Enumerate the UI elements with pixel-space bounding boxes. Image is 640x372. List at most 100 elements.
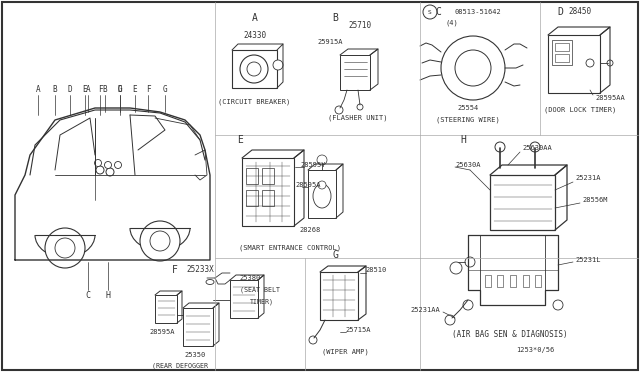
Text: A: A <box>86 86 90 94</box>
Text: (SMART ENTRANCE CONTROL): (SMART ENTRANCE CONTROL) <box>239 245 341 251</box>
Bar <box>523 275 529 287</box>
Text: 28510: 28510 <box>365 267 387 273</box>
Text: A: A <box>36 86 40 94</box>
Circle shape <box>441 36 505 100</box>
Circle shape <box>95 160 102 167</box>
Text: B: B <box>52 86 58 94</box>
Circle shape <box>455 50 491 86</box>
Text: 25554: 25554 <box>458 105 479 111</box>
Bar <box>242 158 294 226</box>
Text: 25231A: 25231A <box>575 175 600 181</box>
Text: 25233X: 25233X <box>186 266 214 275</box>
Text: 25630AA: 25630AA <box>522 145 552 151</box>
Text: 28595Y: 28595Y <box>300 162 326 168</box>
Text: 25380: 25380 <box>239 275 260 281</box>
Circle shape <box>96 166 104 174</box>
Text: G: G <box>163 86 167 94</box>
Circle shape <box>586 59 594 67</box>
Circle shape <box>309 336 317 344</box>
Circle shape <box>450 262 462 274</box>
Text: 28595AA: 28595AA <box>595 95 625 101</box>
Circle shape <box>318 181 326 189</box>
Circle shape <box>607 60 613 66</box>
Text: G: G <box>118 86 122 94</box>
Text: 25231L: 25231L <box>575 257 600 263</box>
Bar <box>555 54 569 62</box>
Text: TIMER): TIMER) <box>250 299 274 305</box>
Ellipse shape <box>313 184 331 208</box>
Text: E: E <box>237 135 243 145</box>
Circle shape <box>445 315 455 325</box>
Text: 28556M: 28556M <box>582 197 607 203</box>
Circle shape <box>104 161 111 169</box>
Text: 25350: 25350 <box>184 352 205 358</box>
Text: (WIPER AMP): (WIPER AMP) <box>322 349 369 355</box>
Bar <box>262 190 274 206</box>
Bar <box>535 275 541 287</box>
Text: 28595A: 28595A <box>149 329 175 335</box>
Text: F: F <box>172 265 178 275</box>
Circle shape <box>140 221 180 261</box>
Text: B: B <box>102 86 108 94</box>
Circle shape <box>335 106 343 114</box>
Circle shape <box>106 168 114 176</box>
Text: D: D <box>118 86 122 94</box>
Circle shape <box>150 231 170 251</box>
Text: 25915A: 25915A <box>317 39 343 45</box>
Circle shape <box>357 104 363 110</box>
Text: F: F <box>98 86 102 94</box>
Text: 24330: 24330 <box>243 31 267 39</box>
Text: (REAR DEFOGGER: (REAR DEFOGGER <box>152 363 208 369</box>
Text: 08513-51642: 08513-51642 <box>454 9 501 15</box>
Text: 28450: 28450 <box>568 7 591 16</box>
Circle shape <box>115 161 122 169</box>
Circle shape <box>495 142 505 152</box>
Text: D: D <box>557 7 563 17</box>
Text: G: G <box>332 250 338 260</box>
Bar <box>230 280 258 318</box>
Circle shape <box>55 238 75 258</box>
Text: 28595A: 28595A <box>295 182 321 188</box>
Text: (CIRCUIT BREAKER): (CIRCUIT BREAKER) <box>218 99 290 105</box>
Circle shape <box>463 300 473 310</box>
Bar <box>262 168 274 184</box>
Text: (SEAT BELT: (SEAT BELT <box>240 287 280 293</box>
Text: (4): (4) <box>445 20 458 26</box>
Bar <box>320 272 358 320</box>
Circle shape <box>45 228 85 268</box>
Text: 28268: 28268 <box>300 227 321 233</box>
Circle shape <box>240 55 268 83</box>
Text: 25630A: 25630A <box>455 162 481 168</box>
Text: (DOOR LOCK TIMER): (DOOR LOCK TIMER) <box>544 107 616 113</box>
Circle shape <box>465 257 475 267</box>
Text: A: A <box>252 13 258 23</box>
Text: (AIR BAG SEN & DIAGNOSIS): (AIR BAG SEN & DIAGNOSIS) <box>452 330 568 340</box>
Text: 25231AA: 25231AA <box>410 307 440 313</box>
Text: B: B <box>332 13 338 23</box>
Bar <box>183 308 213 346</box>
Text: D: D <box>68 86 72 94</box>
Circle shape <box>530 142 540 152</box>
Bar <box>548 35 600 93</box>
Text: (STEERING WIRE): (STEERING WIRE) <box>436 117 500 123</box>
Bar <box>552 40 572 65</box>
Text: E: E <box>132 86 138 94</box>
Bar <box>155 295 177 323</box>
Text: C: C <box>86 291 90 299</box>
Text: (FLASHER UNIT): (FLASHER UNIT) <box>328 115 388 121</box>
Text: H: H <box>106 291 111 299</box>
Bar <box>485 275 491 287</box>
Bar <box>246 190 258 206</box>
Bar <box>340 55 370 90</box>
Bar <box>232 50 277 88</box>
Circle shape <box>553 300 563 310</box>
Bar <box>497 275 503 287</box>
Text: S: S <box>428 10 432 15</box>
Text: 1253*0/56: 1253*0/56 <box>516 347 554 353</box>
Circle shape <box>423 5 437 19</box>
Circle shape <box>273 60 283 70</box>
Bar <box>246 168 258 184</box>
Bar <box>555 43 569 51</box>
Bar <box>490 175 555 230</box>
Circle shape <box>317 155 327 165</box>
